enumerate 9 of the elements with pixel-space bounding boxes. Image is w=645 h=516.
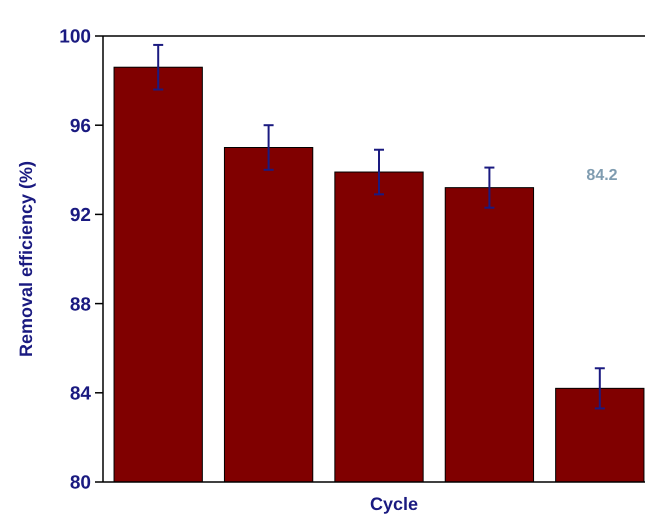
y-tick-label: 96: [70, 116, 91, 137]
y-tick-label: 84: [70, 383, 92, 404]
y-axis-title: Removal efficiency (%): [16, 160, 36, 358]
y-tick-label: 88: [70, 294, 91, 316]
y-tick-label: 100: [59, 26, 91, 48]
x-axis-title: Cycle: [370, 494, 418, 514]
y-tick-label: 92: [70, 205, 91, 226]
annotation: 84.2: [586, 167, 618, 184]
y-tick-label: 80: [70, 472, 91, 494]
